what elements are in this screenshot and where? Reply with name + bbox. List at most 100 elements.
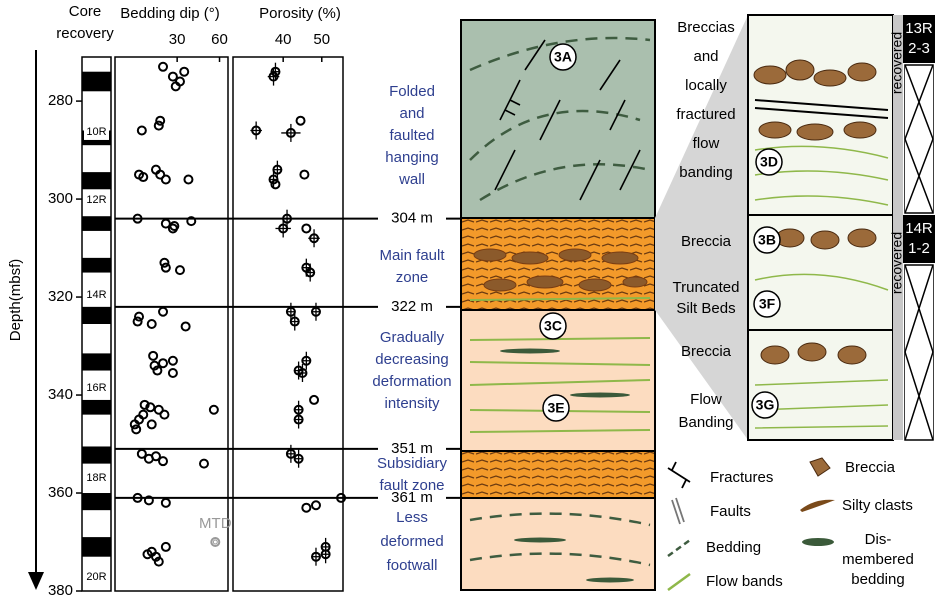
recovered-core [82,537,111,557]
recovered-core [82,72,111,92]
point [159,359,167,367]
point [148,320,156,328]
point [297,117,305,125]
zone-description: fault zone [379,477,444,494]
figure: 13R 2-3 14R 1-2 recovered recovered Frac… [0,0,945,595]
y-tick-label: 360 [48,484,73,501]
point [134,318,142,326]
legend-label: Breccia [845,459,896,476]
point [211,538,219,546]
x-tick-label: 50 [313,31,330,48]
point [132,425,140,433]
core-label: 14R [86,289,106,301]
photo-caption: Truncated [673,279,740,296]
y-tick-label: 320 [48,288,73,305]
x-tick-label: 30 [169,31,186,48]
status: recovered [889,32,905,94]
photo-caption: Banding [678,414,733,431]
point [302,504,310,512]
zone-description: decreasing [375,351,448,368]
point-ring [213,540,217,544]
photo-caption: banding [679,164,732,181]
figure-label: 3F [759,296,776,312]
point [300,171,308,179]
zone-depth: 322 m [391,298,433,315]
legend-label: Fractures [710,469,773,486]
point [162,499,170,507]
recovered-core [82,172,111,189]
point [184,175,192,183]
y-tick-label: 300 [48,190,73,207]
legend-label: Dis- [865,531,892,548]
photo-caption: Breccias [677,19,735,36]
panel-title: Porosity (%) [259,5,341,22]
recovered-core [82,307,111,324]
core-title: recovery [56,25,114,42]
point [302,224,310,232]
figure-label: 3G [756,397,775,413]
core-id: 13R [905,20,933,37]
core-id: 1-2 [908,240,930,257]
photo-caption: fractured [676,106,735,123]
x-tick-label: 60 [211,31,228,48]
zone-description: zone [396,269,429,286]
point [149,352,157,360]
point [200,460,208,468]
zone-description: Gradually [380,329,445,346]
photo [748,15,893,215]
y-axis-label: Depth(mbsf) [7,259,24,342]
point [138,126,146,134]
photo-caption: Breccia [681,233,732,250]
core-id: 14R [905,220,933,237]
point [162,543,170,551]
recovered-core [82,493,111,510]
core-id: 2-3 [908,40,930,57]
recovery-column: 13R 2-3 14R 1-2 recovered recovered [889,15,935,440]
recovered-core [82,353,111,370]
point [159,308,167,316]
legend-label: Bedding [706,539,761,556]
figure-label: 3A [554,49,572,65]
annotation: MTD [199,515,232,532]
zone-description: intensity [384,395,440,412]
figure-label: 3B [758,232,776,248]
zone-description: wall [398,171,425,188]
zone-description: deformation [372,373,451,390]
point [180,68,188,76]
point [169,357,177,365]
legend-label: Flow bands [706,573,783,590]
zone-description: and [399,105,424,122]
figure-label: 3E [547,400,564,416]
status: recovered [889,232,905,294]
photo-caption: and [693,48,718,65]
legend-label: membered [842,551,914,568]
core-label: 18R [86,472,106,484]
core-label: 16R [86,382,106,394]
point [159,63,167,71]
panel-frame [233,57,343,591]
panel-frame [115,57,228,591]
core-title: Core [69,3,102,20]
point [159,457,167,465]
point [310,396,318,404]
zone-description: hanging [385,149,438,166]
legend-label: Silty clasts [842,497,913,514]
recovered-core [82,216,111,231]
photo-caption: locally [685,77,727,94]
core-label: 20R [86,571,106,583]
x-tick-label: 40 [275,31,292,48]
point [169,369,177,377]
arrow-head [28,572,44,590]
zone-description: Main fault [379,247,445,264]
point [160,411,168,419]
zone-description: footwall [387,557,438,574]
schematic [461,20,655,590]
core-label: 10R [86,126,106,138]
y-tick-label: 280 [48,92,73,109]
recovered-core [82,400,111,415]
photo-caption: Breccia [681,343,732,360]
recovered-core [82,446,111,463]
zone-depth: 304 m [391,210,433,227]
zone-description: Folded [389,83,435,100]
point [182,322,190,330]
